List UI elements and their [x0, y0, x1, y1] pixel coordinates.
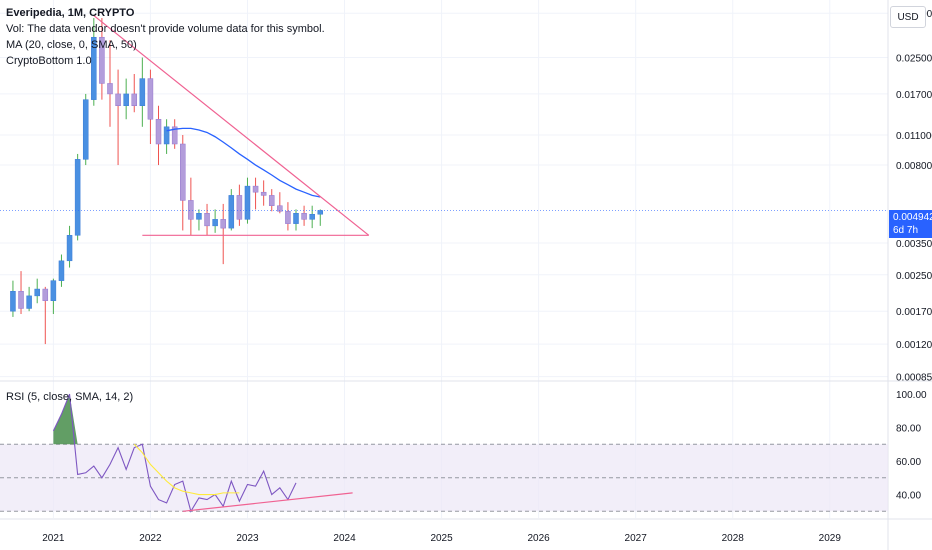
candle-body [34, 288, 40, 297]
ma-legend[interactable]: MA (20, close, 0, SMA, 50) [6, 39, 137, 51]
rsi-trendline [182, 492, 353, 512]
symbol-legend[interactable]: Everipedia, 1M, CRYPTO [6, 7, 135, 19]
time-tick-label: 2023 [236, 533, 259, 544]
rsi-tick-label: 40.00 [896, 491, 921, 502]
candle-body [180, 143, 186, 201]
candle-body [301, 213, 307, 220]
time-tick-label: 2027 [625, 533, 648, 544]
candle-body [228, 195, 235, 229]
candle-body [260, 191, 267, 196]
candle-body [58, 260, 65, 281]
candle-body [309, 213, 315, 220]
rsi-line [52, 393, 297, 513]
volume-legend: Vol: The data vendor doesn't provide vol… [6, 23, 325, 35]
candle-body [91, 36, 97, 100]
indicator-legend[interactable]: CryptoBottom 1.0 [6, 55, 92, 67]
candle-body [18, 291, 24, 309]
moving-average-line [166, 127, 321, 198]
candle-body [107, 83, 113, 95]
last-price-tag: 0.004942 6d 7h [889, 210, 932, 238]
time-tick-label: 2029 [819, 533, 842, 544]
rsi-tick-label: 80.00 [896, 424, 921, 435]
candle-body [82, 99, 89, 160]
rsi-tick-label: 100.00 [896, 390, 927, 401]
time-tick-label: 2021 [42, 533, 65, 544]
bar-countdown: 6d 7h [893, 225, 919, 236]
rsi-legend[interactable]: RSI (5, close, SMA, 14, 2) [6, 391, 134, 403]
candle-body [139, 78, 146, 106]
candle-body [317, 210, 324, 215]
candle-body [131, 93, 138, 106]
rsi-tick-label: 60.00 [896, 457, 921, 468]
candle-body [26, 295, 32, 309]
candle-body [188, 200, 194, 220]
candle-body [285, 211, 291, 224]
candle-body [204, 213, 210, 227]
candle-body [293, 213, 299, 224]
candle-body [163, 126, 170, 145]
candle-body [220, 219, 226, 229]
time-tick-label: 2022 [139, 533, 162, 544]
candle-body [236, 195, 243, 220]
candle-body [244, 185, 251, 220]
time-tick-label: 2028 [722, 533, 745, 544]
candle-body [74, 159, 81, 236]
candle-body [252, 185, 259, 193]
candle-body [10, 291, 16, 312]
candle-body [147, 78, 154, 120]
candle-body [212, 219, 218, 227]
time-tick-label: 2025 [430, 533, 453, 544]
candle-body [171, 126, 178, 145]
trendline [93, 15, 370, 236]
rsi-ma-line [133, 443, 240, 496]
candle-body [115, 93, 121, 106]
price-tick-label: 0.000850 [896, 373, 932, 384]
candle-body [50, 280, 57, 301]
candle-body [196, 213, 202, 220]
rsi-overbought-fill [53, 394, 78, 445]
time-tick-label: 2026 [527, 533, 550, 544]
time-tick-label: 2024 [333, 533, 356, 544]
candle-body [155, 118, 162, 145]
candle-body [123, 93, 129, 106]
last-price-value: 0.004942 [893, 212, 932, 223]
candle-body [277, 205, 283, 212]
candle-body [42, 288, 49, 301]
candle-body [99, 36, 105, 84]
candle-body [66, 235, 73, 262]
candle-body [268, 195, 275, 206]
currency-button[interactable]: USD [890, 6, 926, 28]
